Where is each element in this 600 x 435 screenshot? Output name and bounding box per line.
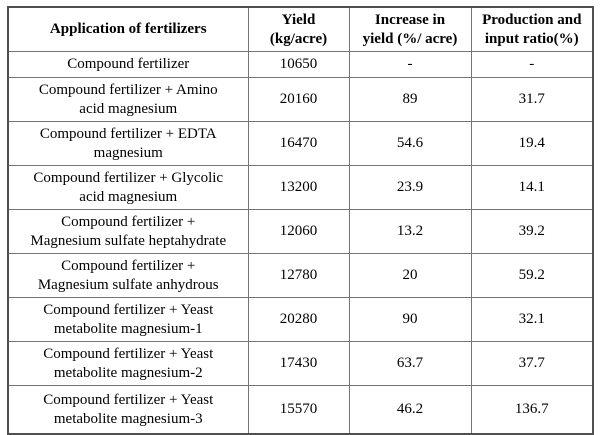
cell-application: Compound fertilizer bbox=[7, 51, 249, 78]
table-row: Compound fertilizer + Yeast metabolite m… bbox=[7, 297, 594, 342]
cell-increase: 20 bbox=[348, 253, 472, 298]
table-row: Compound fertilizer + Yeast metabolite m… bbox=[7, 385, 594, 435]
table-row: Compound fertilizer 10650 - - bbox=[7, 51, 594, 78]
cell-ratio: 37.7 bbox=[470, 341, 594, 386]
cell-ratio: 59.2 bbox=[470, 253, 594, 298]
table-row: Compound fertilizer + Amino acid magnesi… bbox=[7, 77, 594, 122]
cell-ratio: - bbox=[470, 51, 594, 78]
fertilizer-table: Application of fertilizers Yield (kg/acr… bbox=[7, 6, 594, 435]
cell-application: Compound fertilizer + Yeast metabolite m… bbox=[7, 297, 249, 342]
cell-yield: 10650 bbox=[247, 51, 350, 78]
cell-increase: 23.9 bbox=[348, 165, 472, 210]
cell-yield: 15570 bbox=[247, 385, 350, 435]
table-row: Compound fertilizer + Glycolic acid magn… bbox=[7, 165, 594, 210]
cell-ratio: 14.1 bbox=[470, 165, 594, 210]
cell-application: Compound fertilizer + Amino acid magnesi… bbox=[7, 77, 249, 122]
header-row: Application of fertilizers Yield (kg/acr… bbox=[7, 6, 594, 52]
cell-application: Compound fertilizer + Glycolic acid magn… bbox=[7, 165, 249, 210]
cell-yield: 16470 bbox=[247, 121, 350, 166]
table-row: Compound fertilizer + EDTA magnesium 164… bbox=[7, 121, 594, 166]
cell-increase: 13.2 bbox=[348, 209, 472, 254]
column-header-ratio: Production and input ratio(%) bbox=[470, 6, 594, 52]
cell-yield: 12780 bbox=[247, 253, 350, 298]
cell-increase: 63.7 bbox=[348, 341, 472, 386]
table-row: Compound fertilizer + Magnesium sulfate … bbox=[7, 209, 594, 254]
table-header: Application of fertilizers Yield (kg/acr… bbox=[7, 6, 594, 52]
cell-application: Compound fertilizer + Yeast metabolite m… bbox=[7, 341, 249, 386]
table-row: Compound fertilizer + Magnesium sulfate … bbox=[7, 253, 594, 298]
table-row: Compound fertilizer + Yeast metabolite m… bbox=[7, 341, 594, 386]
cell-increase: 46.2 bbox=[348, 385, 472, 435]
cell-application: Compound fertilizer + Magnesium sulfate … bbox=[7, 253, 249, 298]
cell-ratio: 31.7 bbox=[470, 77, 594, 122]
cell-yield: 12060 bbox=[247, 209, 350, 254]
cell-yield: 13200 bbox=[247, 165, 350, 210]
cell-yield: 20160 bbox=[247, 77, 350, 122]
column-header-application: Application of fertilizers bbox=[7, 6, 249, 52]
cell-ratio: 19.4 bbox=[470, 121, 594, 166]
cell-ratio: 39.2 bbox=[470, 209, 594, 254]
column-header-increase: Increase in yield (%/ acre) bbox=[348, 6, 472, 52]
cell-increase: 89 bbox=[348, 77, 472, 122]
cell-ratio: 32.1 bbox=[470, 297, 594, 342]
cell-increase: - bbox=[348, 51, 472, 78]
cell-yield: 17430 bbox=[247, 341, 350, 386]
cell-application: Compound fertilizer + Magnesium sulfate … bbox=[7, 209, 249, 254]
cell-application: Compound fertilizer + Yeast metabolite m… bbox=[7, 385, 249, 435]
cell-increase: 54.6 bbox=[348, 121, 472, 166]
cell-ratio: 136.7 bbox=[470, 385, 594, 435]
cell-yield: 20280 bbox=[247, 297, 350, 342]
fertilizer-table-container: Application of fertilizers Yield (kg/acr… bbox=[7, 6, 594, 435]
table-body: Compound fertilizer 10650 - - Compound f… bbox=[7, 51, 594, 435]
cell-application: Compound fertilizer + EDTA magnesium bbox=[7, 121, 249, 166]
column-header-yield: Yield (kg/acre) bbox=[247, 6, 350, 52]
cell-increase: 90 bbox=[348, 297, 472, 342]
